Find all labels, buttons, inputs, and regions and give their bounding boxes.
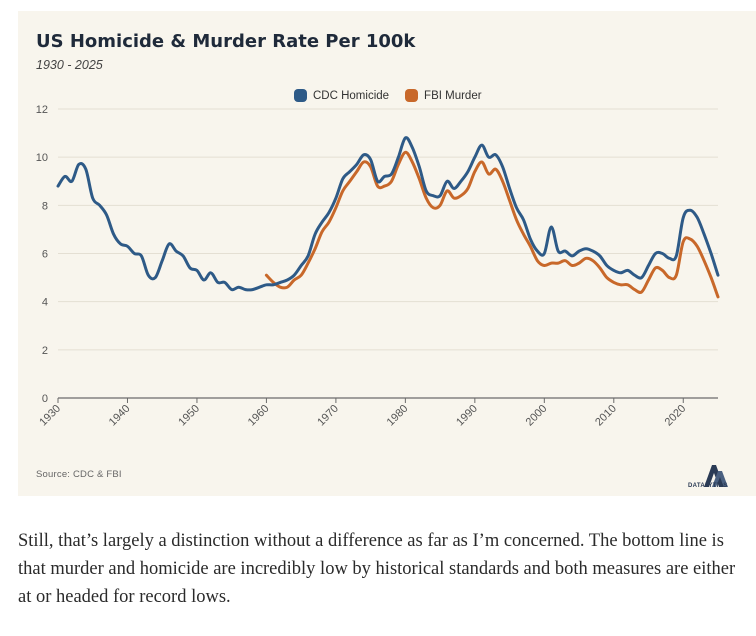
y-tick-label: 8 (42, 200, 48, 212)
legend-swatch-fbi (405, 89, 419, 102)
x-tick-label: 1930 (37, 403, 63, 429)
legend-item-cdc: CDC Homicide (294, 89, 389, 102)
body-paragraph: Still, that’s largely a distinction with… (18, 531, 736, 607)
x-tick-label: 1980 (385, 403, 411, 429)
x-tick-label: 1950 (176, 403, 202, 429)
legend-label-fbi: FBI Murder (424, 89, 482, 102)
series-line-fbi-murder (264, 150, 720, 299)
chart-legend: CDC Homicide FBI Murder (294, 89, 482, 102)
chart-title: US Homicide & Murder Rate Per 100k (36, 31, 416, 52)
x-tick-label: 1990 (454, 403, 480, 429)
x-tick-label: 1970 (315, 403, 341, 429)
y-tick-label: 10 (36, 152, 48, 164)
legend-swatch-cdc (294, 89, 307, 102)
legend-item-fbi: FBI Murder (405, 89, 482, 102)
y-tick-label: 6 (42, 249, 48, 261)
x-tick-label: 2020 (663, 403, 689, 429)
chart-card: US Homicide & Murder Rate Per 100k 1930 … (18, 11, 756, 496)
x-tick-label: 1940 (107, 403, 133, 429)
x-tick-label: 1960 (246, 403, 272, 429)
series-line-cdc-homicide (56, 136, 720, 292)
chart-subtitle: 1930 - 2025 (36, 58, 103, 72)
y-tick-label: 12 (36, 104, 48, 116)
y-tick-label: 2 (42, 345, 48, 357)
logo-wordmark: DATALYTICS (688, 483, 728, 489)
y-tick-label: 4 (42, 297, 48, 309)
source-note: Source: CDC & FBI (36, 469, 122, 480)
x-tick-label: 2010 (593, 403, 619, 429)
datalytics-logo-icon (704, 465, 728, 487)
y-tick-label: 0 (42, 393, 48, 405)
legend-label-cdc: CDC Homicide (313, 89, 390, 102)
line-chart: 0 2 4 6 8 10 12 1930 1940 1950 1960 1970 1980 1990 200… (36, 104, 720, 429)
x-tick-label: 2000 (524, 403, 550, 429)
